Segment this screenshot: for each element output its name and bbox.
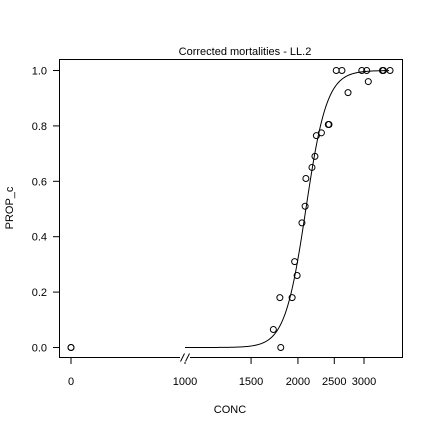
- y-tick-label: 0.8: [32, 121, 47, 133]
- y-tick-label: 0.0: [32, 343, 47, 355]
- data-point: [276, 294, 284, 302]
- data-point: [379, 67, 387, 74]
- y-axis: 0.0 0.2 0.4 0.6 0.8 1.0: [32, 66, 60, 355]
- y-tick-label: 0.2: [32, 287, 47, 299]
- data-point: [332, 67, 340, 74]
- x-tick-label: 1000: [173, 376, 197, 388]
- data-point: [298, 219, 306, 227]
- data-point: [358, 67, 366, 74]
- y-axis-title: PROP_c: [4, 186, 16, 229]
- x-axis-title: CONC: [214, 404, 246, 416]
- data-points: [67, 67, 394, 351]
- y-tick-label: 1.0: [32, 66, 47, 78]
- chart-title: Corrected mortalities - LL.2: [179, 46, 312, 58]
- data-point: [301, 202, 309, 210]
- fitted-curve: [185, 70, 390, 348]
- data-point: [302, 175, 310, 183]
- x-tick-label: 2000: [286, 376, 310, 388]
- data-point: [311, 152, 319, 160]
- x-axis: 0 1000 1500 2000 2500 3000: [68, 357, 376, 388]
- x-tick-label: 1500: [239, 376, 263, 388]
- plot-frame: [59, 59, 403, 358]
- data-point: [288, 294, 296, 302]
- data-point: [308, 163, 316, 171]
- y-tick-label: 0.4: [32, 232, 47, 244]
- data-point: [277, 344, 285, 351]
- x-tick-label: 0: [68, 376, 74, 388]
- data-point: [363, 67, 371, 74]
- data-point: [269, 325, 277, 333]
- x-tick-label: 2500: [322, 376, 346, 388]
- x-tick-label: 3000: [352, 376, 376, 388]
- data-point: [67, 344, 75, 351]
- x-axis-break: [180, 353, 190, 362]
- data-point: [291, 258, 299, 266]
- data-point: [364, 78, 372, 86]
- data-point: [338, 67, 346, 74]
- data-point: [325, 121, 333, 129]
- data-point: [317, 129, 325, 137]
- data-point: [344, 89, 352, 97]
- data-point: [386, 67, 394, 74]
- data-point: [293, 271, 301, 279]
- y-tick-label: 0.6: [32, 176, 47, 188]
